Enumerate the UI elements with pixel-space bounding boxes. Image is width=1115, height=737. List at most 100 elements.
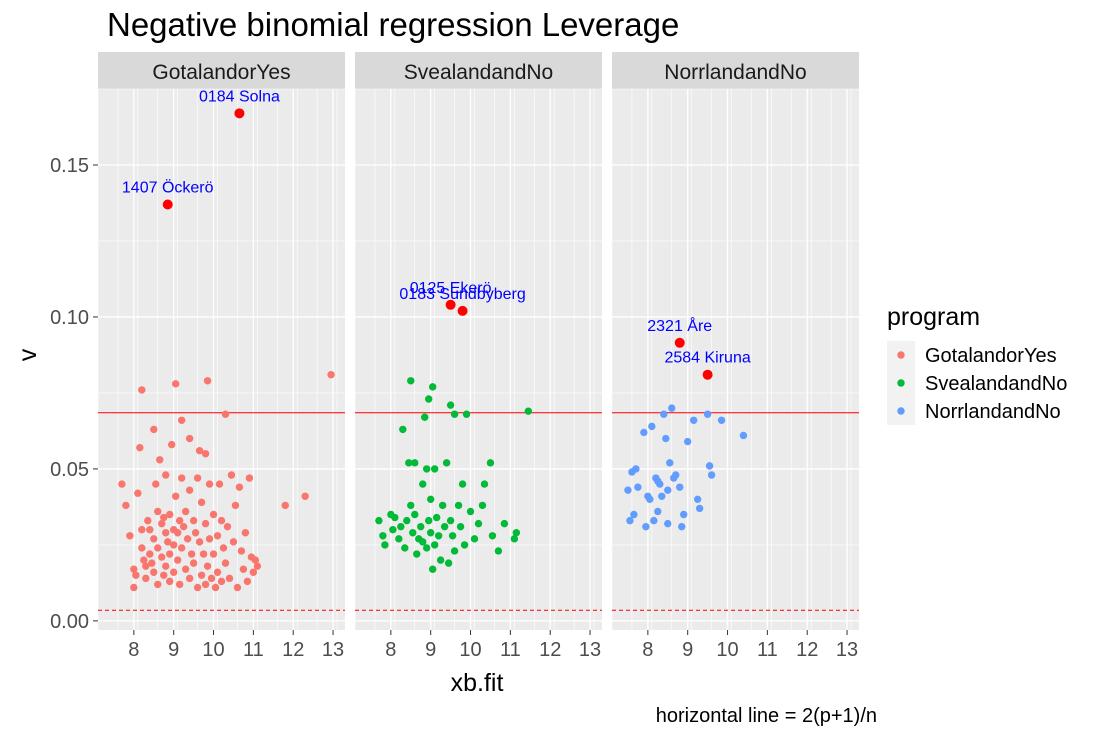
data-point: [456, 522, 465, 531]
data-point: [672, 471, 680, 479]
point-label: 1407 Öckerö: [122, 178, 214, 196]
data-point: [162, 471, 170, 479]
data-point: [632, 465, 640, 473]
data-point: [428, 383, 437, 391]
data-point: [189, 516, 198, 525]
data-point: [430, 465, 439, 473]
facet-strip: [355, 52, 602, 89]
data-point: [693, 495, 702, 504]
data-point: [209, 510, 218, 519]
panel-norrlandandno: NorrlandandNo 2321 Åre 2584 Kiruna 8 9 10 11 12…: [611, 52, 859, 661]
data-point: [243, 577, 252, 586]
data-point: [152, 480, 160, 488]
data-point: [379, 532, 387, 540]
data-point: [164, 538, 172, 546]
data-point: [142, 574, 150, 583]
data-point: [500, 519, 509, 528]
data-point: [664, 519, 672, 528]
data-point: [662, 434, 670, 443]
legend: program GotalandorYes SvealandandNo Norrla…: [887, 303, 1067, 425]
data-point: [130, 583, 138, 592]
data-point: [650, 516, 658, 525]
data-point: [169, 541, 178, 549]
data-point: [494, 547, 503, 555]
legend-label: GotalandorYes: [925, 345, 1057, 367]
data-point: [173, 529, 182, 537]
data-point: [225, 574, 234, 583]
data-point: [425, 395, 433, 403]
y-tick-label: 0.05: [50, 459, 89, 481]
data-point: [626, 516, 634, 525]
data-point: [407, 501, 415, 510]
data-point: [197, 498, 206, 507]
data-point: [430, 541, 439, 549]
data-point: [689, 416, 698, 424]
data-point: [245, 474, 254, 482]
data-point: [434, 532, 443, 540]
data-point: [705, 462, 714, 470]
panel-gotalandoryes: GotalandorYes 0184 Solna 1407 Öckerö 8 9 10 11…: [97, 52, 345, 661]
highlighted-point: [445, 299, 456, 310]
data-point: [168, 440, 176, 449]
data-point: [683, 437, 692, 446]
data-point: [130, 565, 138, 573]
data-point: [138, 526, 146, 534]
x-tick-label: 11: [500, 639, 521, 661]
data-point: [193, 583, 202, 592]
data-point: [223, 522, 232, 531]
panel-background: [98, 89, 345, 630]
point-label: 0125 Ekerö: [410, 280, 492, 297]
x-tick-label: 13: [579, 639, 601, 661]
x-tick-label: 8: [385, 639, 396, 661]
data-point: [191, 529, 200, 537]
data-point: [146, 526, 154, 534]
data-point: [183, 535, 192, 543]
x-tick-label: 13: [322, 639, 344, 661]
legend-swatch: [897, 351, 905, 359]
data-point: [177, 474, 186, 482]
data-point: [154, 544, 162, 552]
data-point: [140, 556, 148, 564]
data-point: [389, 526, 397, 534]
data-point: [524, 407, 532, 415]
data-point: [301, 492, 309, 500]
data-point: [237, 547, 246, 555]
data-point: [205, 480, 214, 488]
data-point: [213, 568, 222, 576]
x-tick-label: 9: [425, 639, 436, 661]
data-point: [162, 529, 170, 537]
data-point: [327, 370, 335, 379]
data-point: [146, 550, 154, 558]
data-point: [181, 507, 190, 516]
data-point: [660, 410, 668, 418]
data-point: [419, 538, 427, 546]
data-point: [403, 516, 411, 525]
data-point: [640, 428, 648, 437]
data-point: [209, 550, 218, 558]
x-tick-label: 9: [168, 639, 179, 661]
data-point: [173, 556, 182, 564]
data-point: [399, 425, 407, 434]
data-point: [201, 450, 210, 458]
data-point: [217, 577, 226, 586]
data-point: [446, 516, 455, 525]
legend-label: SvealandandNo: [925, 373, 1067, 395]
y-tick-label: 0.00: [50, 611, 89, 633]
data-point: [395, 535, 403, 543]
data-point: [166, 510, 174, 519]
data-point: [466, 507, 475, 516]
highlighted-point: [674, 337, 685, 348]
data-point: [231, 501, 240, 510]
data-point: [707, 471, 716, 479]
point-label: 0183 Sundbyberg: [399, 286, 525, 303]
facet-strip-label: SvealandandNo: [404, 61, 553, 84]
x-tick-label: 12: [796, 639, 818, 661]
data-point: [177, 544, 186, 552]
data-point: [229, 538, 238, 546]
data-point: [166, 550, 174, 558]
data-point: [405, 459, 413, 467]
data-point: [654, 507, 662, 516]
data-point: [150, 535, 158, 543]
data-point: [233, 583, 242, 592]
